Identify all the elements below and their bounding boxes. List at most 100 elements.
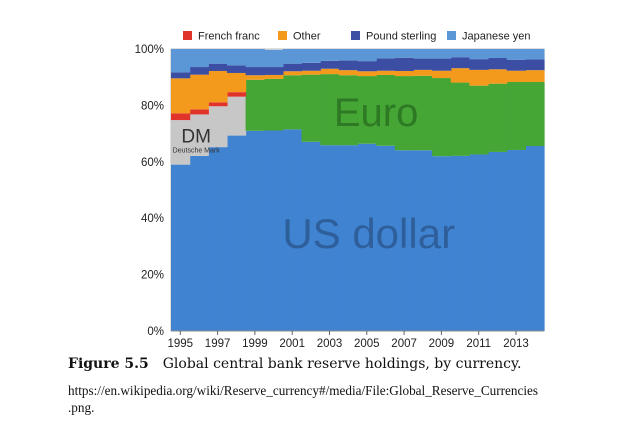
area-segment-pound-sterling-1998 xyxy=(226,65,247,73)
area-segment-us-dollar-2003 xyxy=(320,145,340,331)
area-segment-us-dollar-2006 xyxy=(376,145,396,331)
x-tick-label-2007: 2007 xyxy=(391,338,417,350)
area-segment-pound-sterling-2013 xyxy=(506,59,526,71)
area-segment-euro-2007 xyxy=(394,76,415,151)
area-segment-pound-sterling-2010 xyxy=(450,57,470,69)
area-segment-pound-sterling-2012 xyxy=(488,58,508,70)
area-segment-us-dollar-1995 xyxy=(171,164,191,331)
x-tick-label-2001: 2001 xyxy=(279,338,305,350)
area-segment-us-dollar-2009 xyxy=(432,156,452,331)
annotation-euro: Euro xyxy=(334,91,419,135)
area-segment-euro-2000 xyxy=(264,78,284,131)
area-series-group xyxy=(171,49,545,331)
legend-item-japanese-yen: Japanese yen xyxy=(447,31,531,43)
x-tick-label-2005: 2005 xyxy=(354,338,380,350)
area-segment-euro-2001 xyxy=(282,75,303,130)
y-tick-label-20: 20% xyxy=(141,270,164,282)
legend-swatch-pound-sterling xyxy=(351,31,360,40)
area-segment-other-2014 xyxy=(525,70,545,82)
legend: French franc Other Pound sterling Japanese … xyxy=(183,31,531,43)
area-segment-french-franc-1996 xyxy=(189,109,209,115)
y-tick-label-40: 40% xyxy=(141,213,164,225)
area-segment-pound-sterling-2011 xyxy=(469,59,489,70)
x-tick-label-2003: 2003 xyxy=(317,338,343,350)
y-tick-label-60: 60% xyxy=(141,157,164,169)
area-segment-other-2010 xyxy=(450,68,470,83)
area-segment-other-2013 xyxy=(506,70,526,82)
area-segment-other-2007 xyxy=(394,71,415,77)
area-segment-other-2001 xyxy=(282,71,303,76)
area-segment-japanese-yen-2008 xyxy=(413,49,433,59)
legend-label-other: Other xyxy=(293,31,321,43)
area-segment-euro-2004 xyxy=(338,75,359,146)
area-segment-other-1995 xyxy=(171,78,191,114)
area-segment-pound-sterling-2001 xyxy=(282,63,303,72)
area-segment-japanese-yen-2010 xyxy=(450,49,470,58)
area-segment-pound-sterling-2008 xyxy=(413,58,433,70)
area-segment-us-dollar-1996 xyxy=(189,155,209,331)
annotation-us-dollar: US dollar xyxy=(282,210,455,257)
area-segment-pound-sterling-1997 xyxy=(208,63,228,71)
x-tick-label-1995: 1995 xyxy=(168,338,194,350)
area-segment-euro-2003 xyxy=(320,74,340,146)
area-segment-other-1996 xyxy=(189,74,209,110)
area-segment-japanese-yen-2013 xyxy=(506,49,526,60)
area-segment-japanese-yen-2007 xyxy=(394,49,415,58)
area-segment-japanese-yen-2003 xyxy=(320,49,340,61)
area-segment-pound-sterling-1995 xyxy=(171,72,191,79)
area-segment-us-dollar-2012 xyxy=(488,151,508,331)
area-segment-other-1997 xyxy=(208,71,228,103)
area-segment-us-dollar-2013 xyxy=(506,149,526,331)
area-segment-deutsche-mark-1996 xyxy=(189,114,209,156)
area-segment-japanese-yen-2014 xyxy=(525,49,545,60)
x-tick-label-2009: 2009 xyxy=(429,338,455,350)
area-segment-pound-sterling-2004 xyxy=(338,60,359,71)
area-segment-euro-1999 xyxy=(245,79,265,131)
area-segment-euro-2006 xyxy=(376,74,396,146)
x-axis: 1995 1997 1999 2001 2003 2005 2007 2009 2011 2013 xyxy=(168,330,544,350)
area-segment-pound-sterling-2000 xyxy=(264,67,284,75)
legend-label-french-franc: French franc xyxy=(198,31,260,43)
legend-swatch-other xyxy=(278,31,287,40)
area-segment-us-dollar-2014 xyxy=(525,146,545,331)
area-segment-japanese-yen-2000 xyxy=(264,49,284,68)
area-segment-euro-2013 xyxy=(506,81,526,150)
source-url-line-1: https://en.wikipedia.org/wiki/Reserve_cu… xyxy=(68,383,538,398)
y-tick-label-0: 0% xyxy=(147,326,164,338)
area-segment-other-2004 xyxy=(338,70,359,76)
annotation-deutsche-mark: Deutsche Mark xyxy=(173,148,221,155)
area-segment-pound-sterling-2002 xyxy=(301,62,321,71)
area-segment-other-2008 xyxy=(413,69,433,76)
area-segment-other-2005 xyxy=(357,71,377,77)
series-french-franc xyxy=(171,92,247,121)
area-segment-us-dollar-2001 xyxy=(282,129,303,331)
area-segment-french-franc-1995 xyxy=(171,113,191,121)
area-segment-euro-2012 xyxy=(488,83,508,152)
area-segment-japanese-yen-1995 xyxy=(171,49,191,73)
area-segment-us-dollar-2011 xyxy=(469,154,489,331)
area-segment-us-dollar-2008 xyxy=(413,150,433,331)
area-segment-japanese-yen-2009 xyxy=(432,49,452,59)
area-segment-deutsche-mark-1995 xyxy=(171,120,191,165)
area-segment-us-dollar-1997 xyxy=(208,147,228,331)
area-segment-euro-2014 xyxy=(525,81,545,146)
legend-item-pound-sterling: Pound sterling xyxy=(351,31,436,43)
area-segment-french-franc-1997 xyxy=(208,102,228,107)
area-segment-pound-sterling-2003 xyxy=(320,60,340,69)
y-tick-label-100: 100% xyxy=(135,44,164,56)
figure-caption: Figure 5.5 Global central bank reserve ho… xyxy=(68,356,613,372)
area-segment-us-dollar-2010 xyxy=(450,155,470,331)
area-segment-euro-2008 xyxy=(413,75,433,151)
area-segment-us-dollar-1998 xyxy=(226,135,247,331)
area-segment-japanese-yen-1999 xyxy=(245,49,265,68)
figure-source: https://en.wikipedia.org/wiki/Reserve_cu… xyxy=(68,382,613,416)
figure-caption-text: Global central bank reserve holdings, by… xyxy=(162,356,522,372)
area-segment-euro-2002 xyxy=(301,74,321,142)
area-segment-other-2009 xyxy=(432,70,452,79)
area-segment-other-2002 xyxy=(301,70,321,75)
series-us-dollar xyxy=(171,129,545,331)
area-segment-pound-sterling-2007 xyxy=(394,57,415,71)
series-pound-sterling xyxy=(171,57,545,79)
area-segment-pound-sterling-1999 xyxy=(245,67,265,76)
